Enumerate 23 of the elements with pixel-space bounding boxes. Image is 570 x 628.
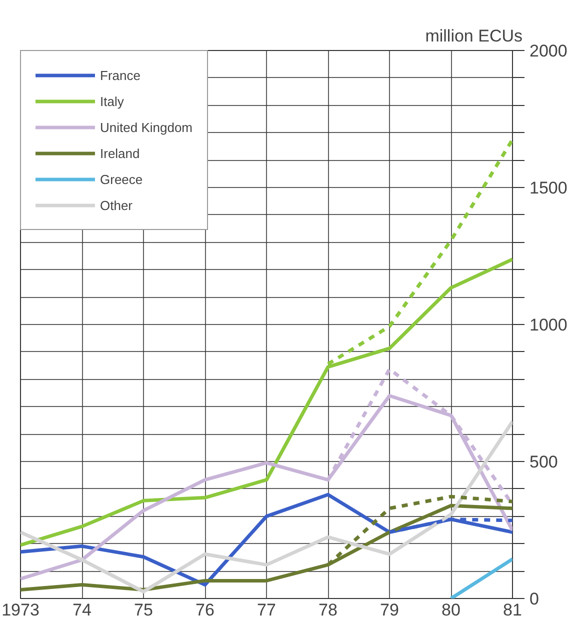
x-tick-label: 79 [380, 600, 399, 620]
legend-label: Greece [100, 172, 143, 186]
x-tick-label: 77 [257, 600, 276, 620]
line-series [20, 492, 512, 587]
line-series [20, 420, 512, 594]
y-tick-label: 1000 [530, 316, 568, 334]
y-tick-label: 1500 [530, 178, 568, 198]
legend-label: France [100, 68, 140, 82]
legend-label: Other [100, 198, 133, 212]
legend-label: United Kingdom [100, 120, 192, 134]
y-tick-label: 500 [530, 452, 558, 472]
y-tick-label: 2000 [530, 42, 568, 60]
x-tick-label: 75 [134, 600, 153, 620]
x-tick-label: 81 [503, 600, 522, 620]
x-tick-label: 76 [196, 600, 214, 620]
x-tick-label: 80 [442, 600, 460, 620]
x-tick-label: 1973 [2, 600, 40, 620]
y-axis-title: million ECUs [425, 26, 523, 46]
y-tick-label: 0 [530, 590, 539, 608]
legend-label: Ireland [100, 146, 140, 160]
x-tick-label: 78 [318, 600, 338, 620]
x-tick-label: 74 [72, 600, 92, 620]
legend-label: Italy [100, 94, 124, 108]
